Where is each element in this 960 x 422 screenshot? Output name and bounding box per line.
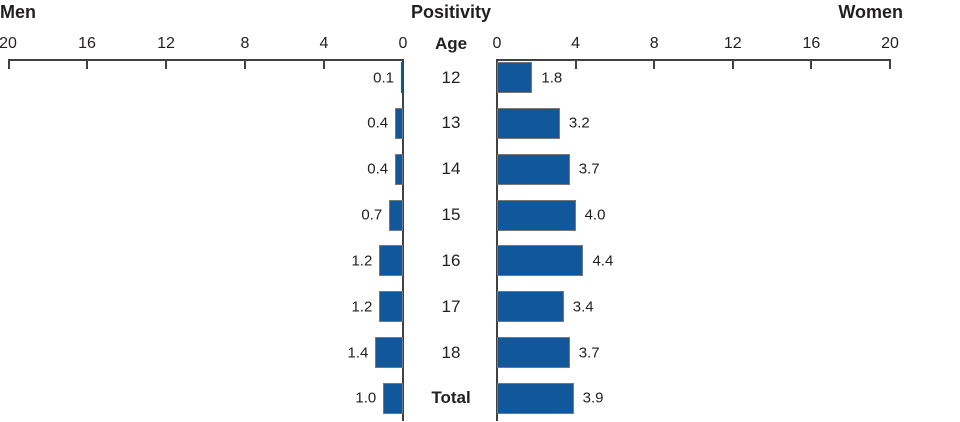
axis-tick-label: 4 — [319, 35, 329, 52]
bar-value-label-women: 3.9 — [582, 389, 604, 407]
axis-tick — [244, 59, 246, 69]
axis-line-right — [497, 59, 890, 61]
bar-men — [379, 291, 403, 323]
axis-tick — [653, 59, 656, 69]
axis-tick — [8, 59, 10, 69]
bar-men — [375, 337, 403, 369]
axis-tick — [731, 59, 734, 69]
axis-tick — [165, 59, 167, 69]
bar-women — [497, 291, 564, 323]
bar-value-label-men: 0.4 — [367, 160, 389, 178]
axis-tick — [574, 59, 577, 69]
age-label: 13 — [441, 113, 461, 133]
axis-line-left — [8, 59, 403, 61]
bar-women — [497, 245, 584, 277]
bar-value-label-women: 3.4 — [572, 298, 594, 316]
axis-tick-label: 12 — [723, 35, 742, 52]
axis-tick-label: 0 — [398, 35, 408, 52]
bar-men — [389, 199, 403, 231]
bar-value-label-men: 0.1 — [373, 69, 395, 86]
bar-men — [383, 382, 403, 414]
bar-women — [497, 337, 570, 369]
axis-tick-label: 20 — [881, 35, 899, 52]
axis-baseline-left — [402, 59, 404, 421]
axis-tick-label: 12 — [157, 35, 175, 52]
bar-women — [497, 199, 576, 231]
axis-tick-label: 20 — [0, 35, 17, 52]
bar-value-label-men: 0.4 — [367, 114, 389, 132]
bar-value-label-women: 3.2 — [568, 114, 590, 132]
bar-men — [395, 107, 403, 139]
men-title: Men — [0, 2, 36, 22]
axis-tick-label: 8 — [649, 35, 659, 52]
bar-value-label-women: 4.4 — [592, 252, 614, 270]
bar-women — [497, 382, 574, 414]
axis-tick-label: 16 — [802, 35, 821, 52]
axis-tick — [889, 59, 891, 69]
bar-value-label-women: 1.8 — [541, 69, 563, 86]
bar-value-label-women: 4.0 — [584, 206, 606, 224]
axis-tick — [810, 59, 813, 69]
positivity-title: Positivity — [410, 2, 492, 22]
axis-tick-label: 0 — [492, 35, 502, 52]
bar-men — [395, 153, 403, 185]
age-axis-header: Age — [434, 34, 468, 53]
axis-tick-label: 4 — [571, 35, 581, 52]
age-label: 18 — [441, 342, 461, 362]
age-label: 12 — [441, 67, 461, 87]
bar-men — [379, 245, 403, 277]
axis-tick-label: 16 — [78, 35, 96, 52]
age-label: Total — [431, 388, 471, 408]
axis-tick — [86, 59, 88, 69]
bar-value-label-men: 1.0 — [355, 389, 377, 407]
axis-tick-label: 8 — [240, 35, 250, 52]
bar-value-label-men: 1.4 — [347, 344, 369, 362]
bar-value-label-women: 3.7 — [578, 344, 600, 362]
bar-men — [401, 62, 403, 93]
age-label: 17 — [441, 296, 461, 316]
age-label: 16 — [441, 250, 461, 270]
bar-women — [497, 153, 570, 185]
bar-value-label-women: 3.7 — [578, 160, 600, 178]
age-label: 14 — [441, 159, 461, 179]
axis-baseline-right — [496, 59, 498, 421]
bar-women — [497, 62, 533, 93]
age-label: 15 — [441, 205, 461, 225]
bar-value-label-men: 1.2 — [351, 298, 373, 316]
bar-value-label-men: 0.7 — [361, 206, 383, 224]
axis-tick — [323, 59, 325, 69]
women-title: Women — [838, 2, 903, 22]
bar-women — [497, 107, 560, 139]
bar-value-label-men: 1.2 — [351, 252, 373, 270]
